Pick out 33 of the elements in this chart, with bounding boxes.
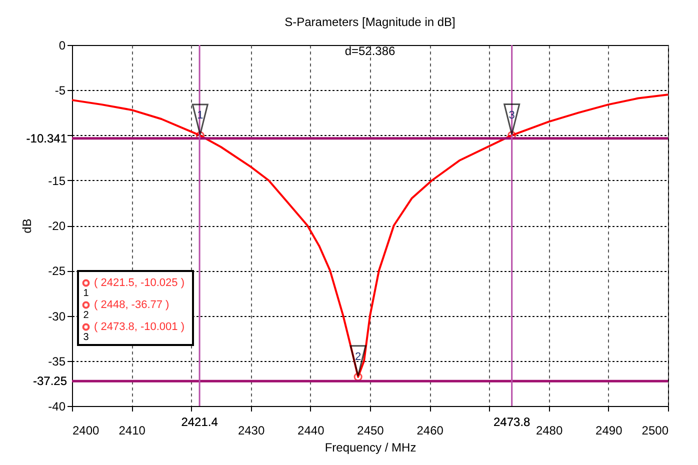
text: 1 <box>83 288 89 299</box>
y-tick-label: -30 <box>48 309 66 324</box>
x-tick-label: 2500 <box>642 424 669 438</box>
x-tick-label: 2450 <box>357 424 384 438</box>
y-tick-label: -15 <box>48 174 66 188</box>
annotation: ( 2473.8, -10.001 ) <box>94 321 185 333</box>
chart-title: S-Parameters [Magnitude in dB] <box>284 15 456 29</box>
x-tick-label: 2490 <box>596 424 623 438</box>
x-tick-label: 2460 <box>416 424 444 438</box>
ref-line-label: -10.341 <box>26 131 68 146</box>
x-tick-label: 2430 <box>238 424 265 438</box>
x-tick-label: 2440 <box>298 424 325 438</box>
y-axis-title: dB <box>20 218 34 234</box>
x-axis-title: Frequency / MHz <box>324 440 416 454</box>
y-tick-label: -5 <box>54 84 66 98</box>
line-series <box>71 94 669 378</box>
annotation: 2 <box>355 350 362 363</box>
ref-line-label: -37.25 <box>32 374 68 388</box>
y-tick-label: -35 <box>48 354 66 368</box>
y-tick-label: -25 <box>48 264 66 278</box>
annotation: ( 2421.5, -10.025 ) <box>94 277 185 289</box>
x-tick-label: 2400 <box>72 424 100 438</box>
ref-line-label: 2421.4 <box>181 415 218 429</box>
ref-line-label: 2473.8 <box>493 415 531 429</box>
y-tick-label: -40 <box>48 400 66 414</box>
x-tick-label: 2480 <box>536 424 563 438</box>
annotation: ( 2448, -36.77 ) <box>94 299 170 311</box>
text: 3 <box>83 332 89 343</box>
y-tick-label: 0 <box>58 38 66 52</box>
text: 2 <box>83 310 89 321</box>
annotation: d=52.386 <box>344 44 396 58</box>
y-tick-label: -20 <box>48 219 66 233</box>
x-tick-label: 2410 <box>118 424 146 438</box>
